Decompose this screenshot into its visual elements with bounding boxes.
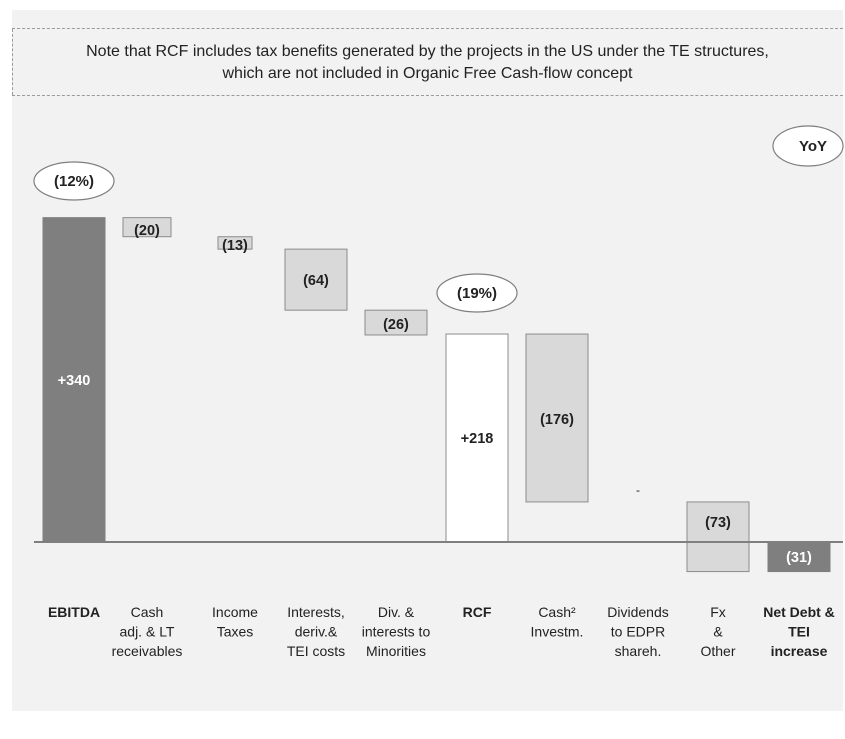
category-label: Cash² Investm.: [531, 604, 584, 640]
note-line-1: Note that RCF includes tax benefits gene…: [86, 43, 769, 60]
bar-value-label: -: [636, 483, 640, 497]
yoy-oval: [772, 125, 844, 167]
bar-value-label: +218: [461, 431, 494, 447]
waterfall-bar: [364, 309, 428, 336]
chart-panel: [12, 10, 843, 711]
note-text: Note that RCF includes tax benefits gene…: [12, 41, 843, 85]
waterfall-bar: [217, 236, 253, 250]
category-label: Div. & interests to Minorities: [362, 604, 431, 659]
category-label: Income Taxes: [212, 604, 258, 640]
bar-value-label: (26): [383, 317, 409, 333]
category-label: Fx & Other: [700, 604, 735, 659]
note-box: Note that RCF includes tax benefits gene…: [12, 28, 843, 96]
bar-value-label: (64): [303, 273, 329, 289]
category-label: Net Debt & TEI increase: [763, 604, 835, 659]
bar-value-label: (13): [222, 238, 248, 254]
yoy-label: YoY: [799, 138, 827, 155]
growth-oval-text: (19%): [457, 285, 497, 302]
category-label: EBITDA: [48, 604, 100, 620]
growth-oval: [33, 161, 115, 201]
waterfall-bar: [686, 501, 750, 573]
bar-value-label: +340: [58, 373, 91, 389]
waterfall-bar: [122, 217, 172, 238]
note-box-left-edge: [12, 29, 13, 95]
category-label: Cash adj. & LT receivables: [112, 604, 183, 659]
note-line-2: which are not included in Organic Free C…: [222, 65, 633, 82]
category-label: Interests, deriv.& TEI costs: [287, 604, 345, 659]
bar-value-label: (176): [540, 412, 574, 428]
growth-oval: [436, 273, 518, 313]
bar-value-label: (20): [134, 223, 160, 239]
waterfall-bar: [525, 333, 589, 503]
bar-value-label: (31): [786, 550, 812, 566]
bar-value-label: (73): [705, 515, 731, 531]
category-label: Dividends to EDPR shareh.: [607, 604, 668, 659]
category-label: RCF: [463, 604, 492, 620]
growth-oval-text: (12%): [54, 173, 94, 190]
waterfall-bar: [284, 248, 348, 311]
waterfall-bar: [42, 217, 106, 543]
